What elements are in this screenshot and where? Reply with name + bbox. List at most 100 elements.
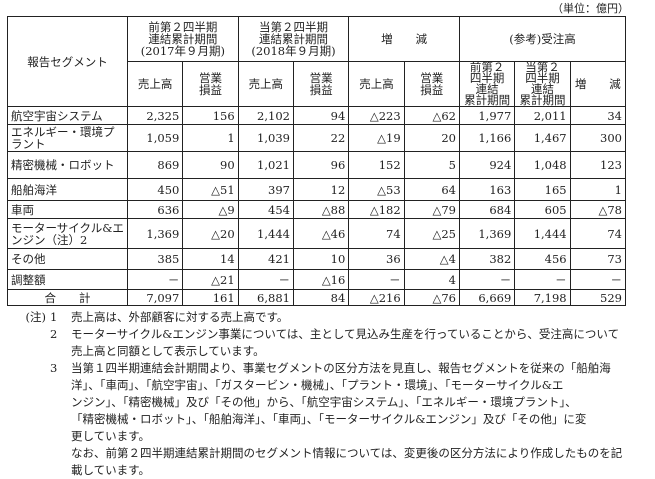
segment-name: 車両 <box>7 200 128 219</box>
segment-name: 調整額 <box>7 269 128 290</box>
value-cell: 123 <box>569 151 627 179</box>
header-orders-curr-line: 四半期 <box>525 71 560 85</box>
note-spacer <box>0 360 50 479</box>
value-cell: 397 <box>237 178 294 201</box>
value-cell: 152 <box>348 151 405 179</box>
header-segment: 報告セグメント <box>7 16 128 107</box>
note-text: 更しています。 <box>71 429 151 443</box>
note-item: 3 当第１四半期連結会計期間より、事業セグメントの区分方法を見直し、報告セグメント… <box>0 360 655 479</box>
value-cell: 14 <box>182 248 239 270</box>
value-cell: － <box>237 269 294 290</box>
table-row: エネルギー・環境プラント 1,059 1 1,039 22 △19 20 1,166 1,467… <box>7 124 627 152</box>
note-text: 洋」、「車両」、「航空宇宙」、「ガスタービン・機械」、「プラント・環境」、「モー… <box>71 378 564 392</box>
value-cell: 1,369 <box>126 218 184 249</box>
header-orders: (参考)受注高 <box>458 16 627 62</box>
header-op: 営業 損益 <box>182 61 239 107</box>
value-cell: － <box>458 269 516 290</box>
value-cell: 1,467 <box>514 124 571 152</box>
value-cell: 74 <box>348 218 405 249</box>
value-cell: 96 <box>292 151 350 179</box>
value-cell: 5 <box>403 151 460 179</box>
note-text: 載しています。 <box>71 463 151 477</box>
value-cell: 22 <box>292 124 350 152</box>
value-cell: 165 <box>514 178 571 201</box>
table-row: モーターサイクル&エンジン（注）2 1,369 △20 1,444 △46 74 △25 1,… <box>7 218 627 249</box>
segment-name: その他 <box>7 248 128 270</box>
header-orders-prev-line: 連結 <box>475 82 499 96</box>
value-cell: △223 <box>348 106 405 125</box>
header-sales: 売上高 <box>126 61 184 107</box>
value-cell: － <box>126 269 184 290</box>
header-orders-prev: 前第２ 四半期 連結 累計期間 <box>458 60 516 107</box>
table-row: 車両 636 △9 454 △88 △182 △79 684 605 △78 <box>7 200 627 219</box>
value-cell: △182 <box>348 200 405 219</box>
table-row: 航空宇宙システム 2,325 156 2,102 94 △223 △62 1,977 2,011… <box>7 106 627 125</box>
value-cell: 1,021 <box>237 151 294 179</box>
value-cell: 421 <box>237 248 294 270</box>
value-cell: 684 <box>458 200 516 219</box>
header-sales: 売上高 <box>237 61 294 107</box>
segment-name: 精密機械・ロボット <box>7 151 128 179</box>
note-number: 1 <box>50 310 58 324</box>
value-cell: － <box>348 269 405 290</box>
table-row: 精密機械・ロボット 869 90 1,021 96 152 5 924 1,048 123 <box>7 151 627 179</box>
header-orders-curr-line: 累計期間 <box>519 93 566 107</box>
note-text: なお、前第２四半期連結累計期間のセグメント情報については、変更後の区分方法により… <box>71 446 623 460</box>
value-cell: 20 <box>403 124 460 152</box>
value-cell: 163 <box>458 178 516 201</box>
value-cell: 73 <box>569 248 627 270</box>
value-cell: △4 <box>403 248 460 270</box>
value-cell: 156 <box>182 106 239 125</box>
note-number: 3 <box>50 361 58 375</box>
value-cell: 1,166 <box>458 124 516 152</box>
value-cell: 6,669 <box>458 289 516 306</box>
segment-name: モーターサイクル&エンジン（注）2 <box>7 218 128 249</box>
note-spacer <box>0 326 50 360</box>
note-text: 当第１四半期連結会計期間より、事業セグメントの区分方法を見直し、報告セグメントを… <box>71 361 611 375</box>
value-cell: △78 <box>569 200 627 219</box>
note-text: ンジン」、「精密機械」及び「その他」から、「航空宇宙システム」、「エネルギー・環… <box>71 395 577 409</box>
notes-label: (注) <box>25 310 46 324</box>
value-cell: △16 <box>292 269 350 290</box>
value-cell: △25 <box>403 218 460 249</box>
header-orders-change: 増 減 <box>569 61 627 107</box>
header-orders-curr: 当第２ 四半期 連結 累計期間 <box>514 61 571 107</box>
value-cell: 12 <box>292 178 350 201</box>
value-cell: 94 <box>292 106 350 125</box>
table-row: 調整額－ △21 － △16 － 4 －－－ <box>7 269 627 290</box>
header-orders-prev-line: 前第２ <box>469 60 505 74</box>
header-sales: 売上高 <box>348 61 405 107</box>
value-cell: 34 <box>569 106 627 125</box>
value-cell: 1,444 <box>514 218 571 249</box>
value-cell: 1,977 <box>458 106 516 125</box>
value-cell: △20 <box>182 218 239 249</box>
value-cell: 636 <box>126 200 184 219</box>
value-cell: 64 <box>403 178 460 201</box>
header-change: 増 減 <box>348 16 460 62</box>
value-cell: △51 <box>182 178 239 201</box>
value-cell: 4 <box>403 269 460 290</box>
unit-label: （単位：億円） <box>552 2 629 15</box>
value-cell: 10 <box>292 248 350 270</box>
segment-name: エネルギー・環境プラント <box>7 124 128 152</box>
notes: (注) 1 売上高は、外部顧客に対する売上高です。 2 モーターサイクル&エンジン事業に… <box>0 309 655 479</box>
value-cell: 456 <box>514 248 571 270</box>
value-cell: 2,325 <box>126 106 184 125</box>
value-cell: △46 <box>292 218 350 249</box>
value-cell: △76 <box>403 289 460 306</box>
value-cell: 605 <box>514 200 571 219</box>
value-cell: 36 <box>348 248 405 270</box>
note-item: (注) 1 売上高は、外部顧客に対する売上高です。 <box>0 309 655 326</box>
note-body: モーターサイクル&エンジン事業については、主として見込み生産を行っていることから… <box>71 326 655 360</box>
value-cell: △88 <box>292 200 350 219</box>
header-op: 営業 損益 <box>403 61 460 107</box>
note-text: 売上高と同額として表示しています。 <box>71 344 265 358</box>
note-text: モーターサイクル&エンジン事業については、主として見込み生産を行っていることから… <box>71 327 620 341</box>
note-text: 売上高は、外部顧客に対する売上高です。 <box>71 310 289 324</box>
segment-name: 航空宇宙システム <box>7 106 128 125</box>
value-cell: 2,102 <box>237 106 294 125</box>
value-cell: △79 <box>403 200 460 219</box>
header-prev-period: 前第２四半期 連結累計期間 (2017年９月期) <box>127 16 239 62</box>
value-cell: 454 <box>237 200 294 219</box>
value-cell: 1 <box>182 124 239 152</box>
